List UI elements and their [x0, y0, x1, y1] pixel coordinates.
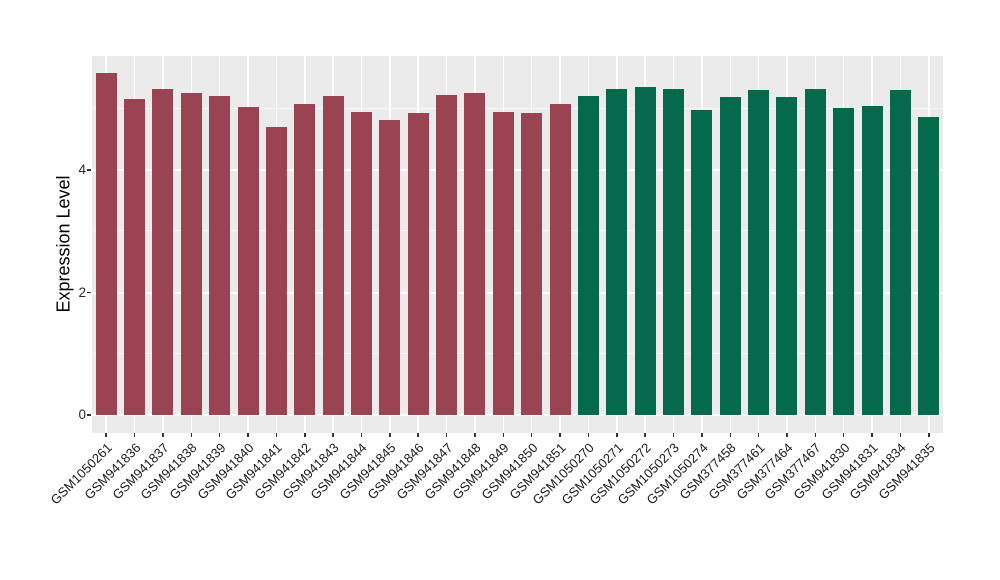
bar-GSM941840	[237, 106, 259, 415]
x-tick-mark-GSM941842	[304, 433, 306, 437]
bar-GSM941847	[436, 95, 458, 415]
x-tick-mark-GSM941844	[360, 433, 363, 437]
bar-GSM1050270	[577, 95, 599, 415]
bar-GSM941838	[180, 93, 202, 415]
bar-GSM377464	[776, 97, 798, 415]
x-tick-mark-GSM941849	[502, 433, 505, 437]
bar-GSM941834	[889, 90, 911, 415]
x-tick-mark-GSM1050273	[672, 433, 675, 437]
x-tick-mark-GSM1050270	[587, 433, 590, 437]
bar-GSM377461	[748, 90, 770, 415]
y-tick-label-4: 4	[78, 162, 86, 177]
bar-GSM941841	[265, 126, 287, 415]
gridline-minor-y1	[92, 352, 943, 354]
x-tick-mark-GSM941851	[559, 433, 561, 437]
y-tick-mark-4	[87, 169, 91, 171]
x-tick-mark-GSM1050272	[644, 433, 646, 437]
bar-GSM941843	[322, 95, 344, 415]
bar-GSM941846	[407, 113, 429, 415]
gridline-major-y0	[92, 414, 943, 416]
bar-GSM941836	[124, 98, 146, 415]
x-tick-mark-GSM941835	[928, 433, 930, 437]
bar-GSM941839	[209, 95, 231, 415]
bar-GSM1050261	[95, 73, 117, 415]
bar-GSM377467	[804, 88, 826, 415]
x-tick-mark-GSM941836	[133, 433, 136, 437]
x-tick-mark-GSM941830	[842, 433, 845, 437]
bar-GSM941845	[379, 119, 401, 415]
x-tick-mark-GSM941848	[474, 433, 476, 437]
bar-GSM941850	[521, 113, 543, 415]
x-tick-mark-GSM941838	[190, 433, 193, 437]
x-tick-mark-GSM1050274	[701, 433, 703, 437]
x-tick-mark-GSM941831	[871, 433, 873, 437]
x-tick-mark-GSM377458	[729, 433, 731, 437]
x-tick-mark-GSM941846	[417, 433, 419, 437]
x-tick-mark-GSM941839	[218, 433, 221, 437]
bar-GSM941831	[861, 105, 883, 415]
y-tick-mark-2	[87, 291, 91, 294]
bar-GSM941842	[294, 103, 316, 415]
bar-GSM941835	[918, 117, 940, 415]
x-tick-mark-GSM941834	[899, 433, 902, 437]
bar-GSM377458	[719, 97, 741, 415]
x-tick-mark-GSM941843	[332, 433, 334, 437]
bar-GSM941844	[350, 112, 372, 415]
gridline-minor-y5	[92, 107, 943, 109]
gridline-minor-y3	[92, 230, 943, 232]
bar-GSM1050272	[634, 86, 656, 415]
bar-GSM941851	[549, 104, 571, 415]
plot-panel	[92, 56, 943, 433]
y-tick-mark-0	[87, 414, 91, 416]
x-tick-mark-GSM941837	[162, 433, 164, 437]
bar-GSM941830	[833, 108, 855, 415]
x-tick-mark-GSM941847	[445, 433, 448, 437]
bar-GSM941837	[152, 89, 174, 415]
x-tick-mark-GSM377461	[757, 433, 760, 437]
bar-GSM1050274	[691, 109, 713, 415]
bar-GSM941849	[492, 112, 514, 415]
x-tick-mark-GSM941850	[530, 433, 533, 437]
x-tick-mark-GSM941840	[247, 433, 249, 437]
x-tick-mark-GSM1050261	[105, 433, 107, 437]
gridline-major-y4	[92, 169, 943, 171]
x-tick-mark-GSM941845	[389, 433, 391, 437]
x-tick-mark-GSM941841	[275, 433, 278, 437]
y-tick-label-0: 0	[78, 407, 86, 422]
bar-GSM1050273	[663, 88, 685, 415]
x-tick-mark-GSM1050271	[616, 433, 618, 437]
gridline-major-y2	[92, 291, 943, 294]
bar-GSM1050271	[606, 89, 628, 415]
bar-GSM941848	[464, 92, 486, 415]
x-tick-mark-GSM377464	[786, 433, 788, 437]
x-tick-mark-GSM377467	[814, 433, 817, 437]
y-tick-label-2: 2	[78, 284, 86, 300]
